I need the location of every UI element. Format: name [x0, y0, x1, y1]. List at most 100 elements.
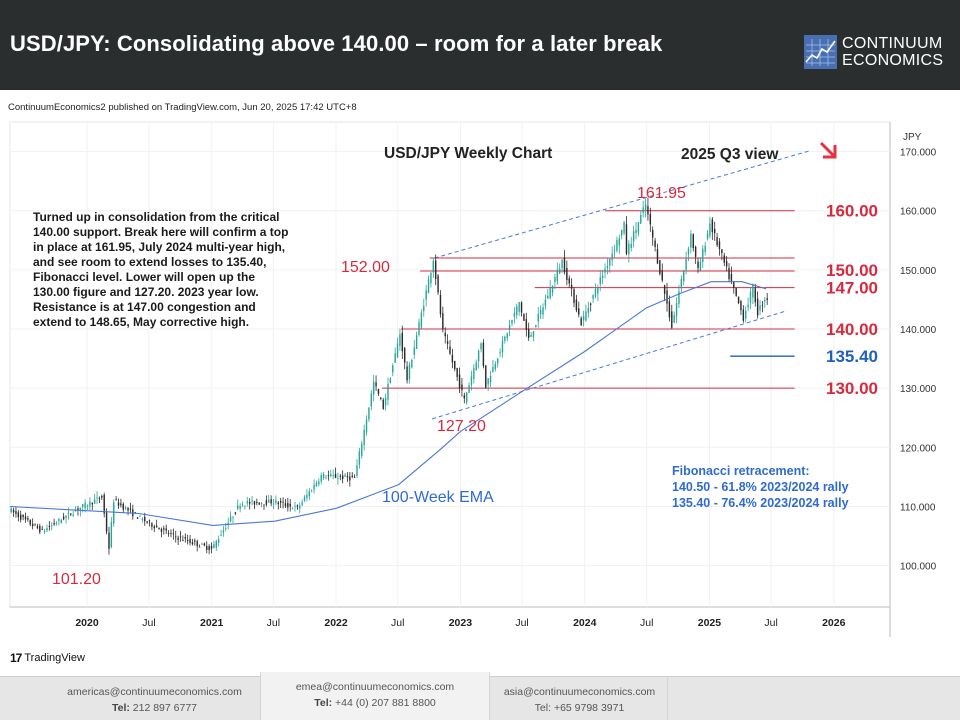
candle-body [170, 533, 172, 534]
candle-body [578, 308, 580, 315]
candle-body [256, 501, 258, 503]
candle-body [403, 348, 406, 363]
candle-body [418, 322, 420, 336]
candle-body [303, 496, 306, 501]
candle-body [196, 541, 198, 547]
candle-body [463, 395, 466, 399]
candle-body [113, 502, 115, 524]
candle-body [544, 299, 547, 306]
x-tick-label: Jul [142, 617, 155, 629]
candle-body [728, 267, 730, 280]
candle-body [213, 544, 215, 548]
candle-body [277, 502, 280, 505]
candle-body [516, 306, 518, 315]
emea-email[interactable]: emea@continuumeconomics.com [295, 681, 455, 693]
candle-body [115, 499, 117, 500]
candle-body [704, 245, 706, 252]
americas-email[interactable]: americas@continuumeconomics.com [67, 686, 242, 698]
candle-body [186, 539, 189, 542]
candle-body [666, 290, 668, 304]
footer-emea: emea@continuumeconomics.com Tel: +44 (0)… [260, 672, 490, 720]
candle-body [72, 514, 74, 516]
x-axis-ticks: 2020 Jul 2021 Jul 2022 Jul 2023 Jul 2024 Jul 2025 J… [75, 122, 846, 629]
candle-body [465, 392, 468, 403]
candle-body [55, 523, 58, 524]
level-label: 160.00 [826, 202, 878, 221]
candle-body [413, 347, 415, 356]
asia-email[interactable]: asia@continuumeconomics.com [503, 686, 656, 698]
candle-body [506, 333, 508, 339]
y-tick-label: 100.000 [900, 562, 937, 573]
candle-body [91, 502, 93, 505]
candle-body [535, 324, 537, 328]
candle-body [690, 233, 692, 248]
candle-body [411, 360, 413, 368]
candle-body [361, 443, 363, 456]
chart-subtitle: 2025 Q3 view [681, 146, 779, 163]
candle-body [716, 237, 718, 246]
candle-body [425, 290, 427, 300]
candle-body [287, 502, 289, 508]
candle-body [244, 505, 246, 507]
candle-body [709, 223, 711, 236]
candle-body [163, 528, 165, 530]
fib-line-1: 140.50 - 61.8% 2023/2024 rally [672, 480, 849, 494]
candle-body [46, 528, 48, 531]
candle-body [575, 299, 578, 311]
candle-body [749, 291, 752, 303]
candle-body [368, 407, 370, 420]
candle-body [194, 540, 196, 542]
chart-title: USD/JPY Weekly Chart [384, 145, 552, 162]
candle-body [449, 346, 451, 354]
candle-body [77, 508, 79, 511]
label-161-95: 161.95 [637, 185, 686, 202]
candle-body [730, 273, 733, 283]
candle-body [587, 307, 590, 313]
candle-body [733, 281, 735, 288]
candle-body [499, 352, 501, 353]
candle-body [268, 499, 270, 503]
candle-body [148, 520, 151, 522]
candle-body [248, 501, 251, 504]
x-tick-label: 2025 [698, 617, 722, 629]
candle-body [444, 332, 446, 337]
label-101-20: 101.20 [52, 571, 101, 588]
candle-body [687, 248, 690, 255]
candle-body [251, 500, 253, 502]
logo-line-1: CONTINUUM [842, 35, 943, 52]
candle-body [415, 335, 418, 349]
slide-title: USD/JPY: Consolidating above 140.00 – ro… [10, 31, 663, 56]
candle-body [272, 503, 275, 505]
emea-tel: Tel: +44 (0) 207 881 8800 [261, 697, 489, 709]
candle-body [387, 384, 389, 400]
candle-body [480, 343, 482, 350]
candle-body [468, 385, 470, 393]
candle-body [620, 229, 623, 236]
candle-body [215, 540, 218, 548]
candle-body [508, 325, 511, 330]
candle-body [714, 228, 716, 234]
candle-body [296, 505, 299, 507]
candle-body [637, 222, 640, 233]
candle-body [496, 358, 499, 364]
candle-body [611, 253, 613, 261]
candle-body [294, 505, 296, 507]
candle-body [141, 518, 144, 520]
candle-body [84, 502, 86, 509]
candle-body [554, 276, 556, 283]
candle-body [504, 336, 506, 341]
candle-body [585, 311, 587, 321]
candle-body [60, 519, 62, 524]
candle-body [661, 270, 663, 281]
candle-body [551, 285, 554, 293]
candle-body [101, 496, 103, 498]
candle-body [144, 516, 146, 522]
candle-body [270, 499, 272, 504]
candle-body [122, 503, 124, 510]
y-tick-label: 140.000 [900, 325, 937, 336]
candle-body [124, 507, 127, 509]
commentary-line: Fibonacci level. Lower will open up the [33, 270, 255, 284]
candle-body [279, 500, 282, 503]
fib-title: Fibonacci retracement: [672, 464, 810, 478]
candle-body [184, 537, 186, 539]
